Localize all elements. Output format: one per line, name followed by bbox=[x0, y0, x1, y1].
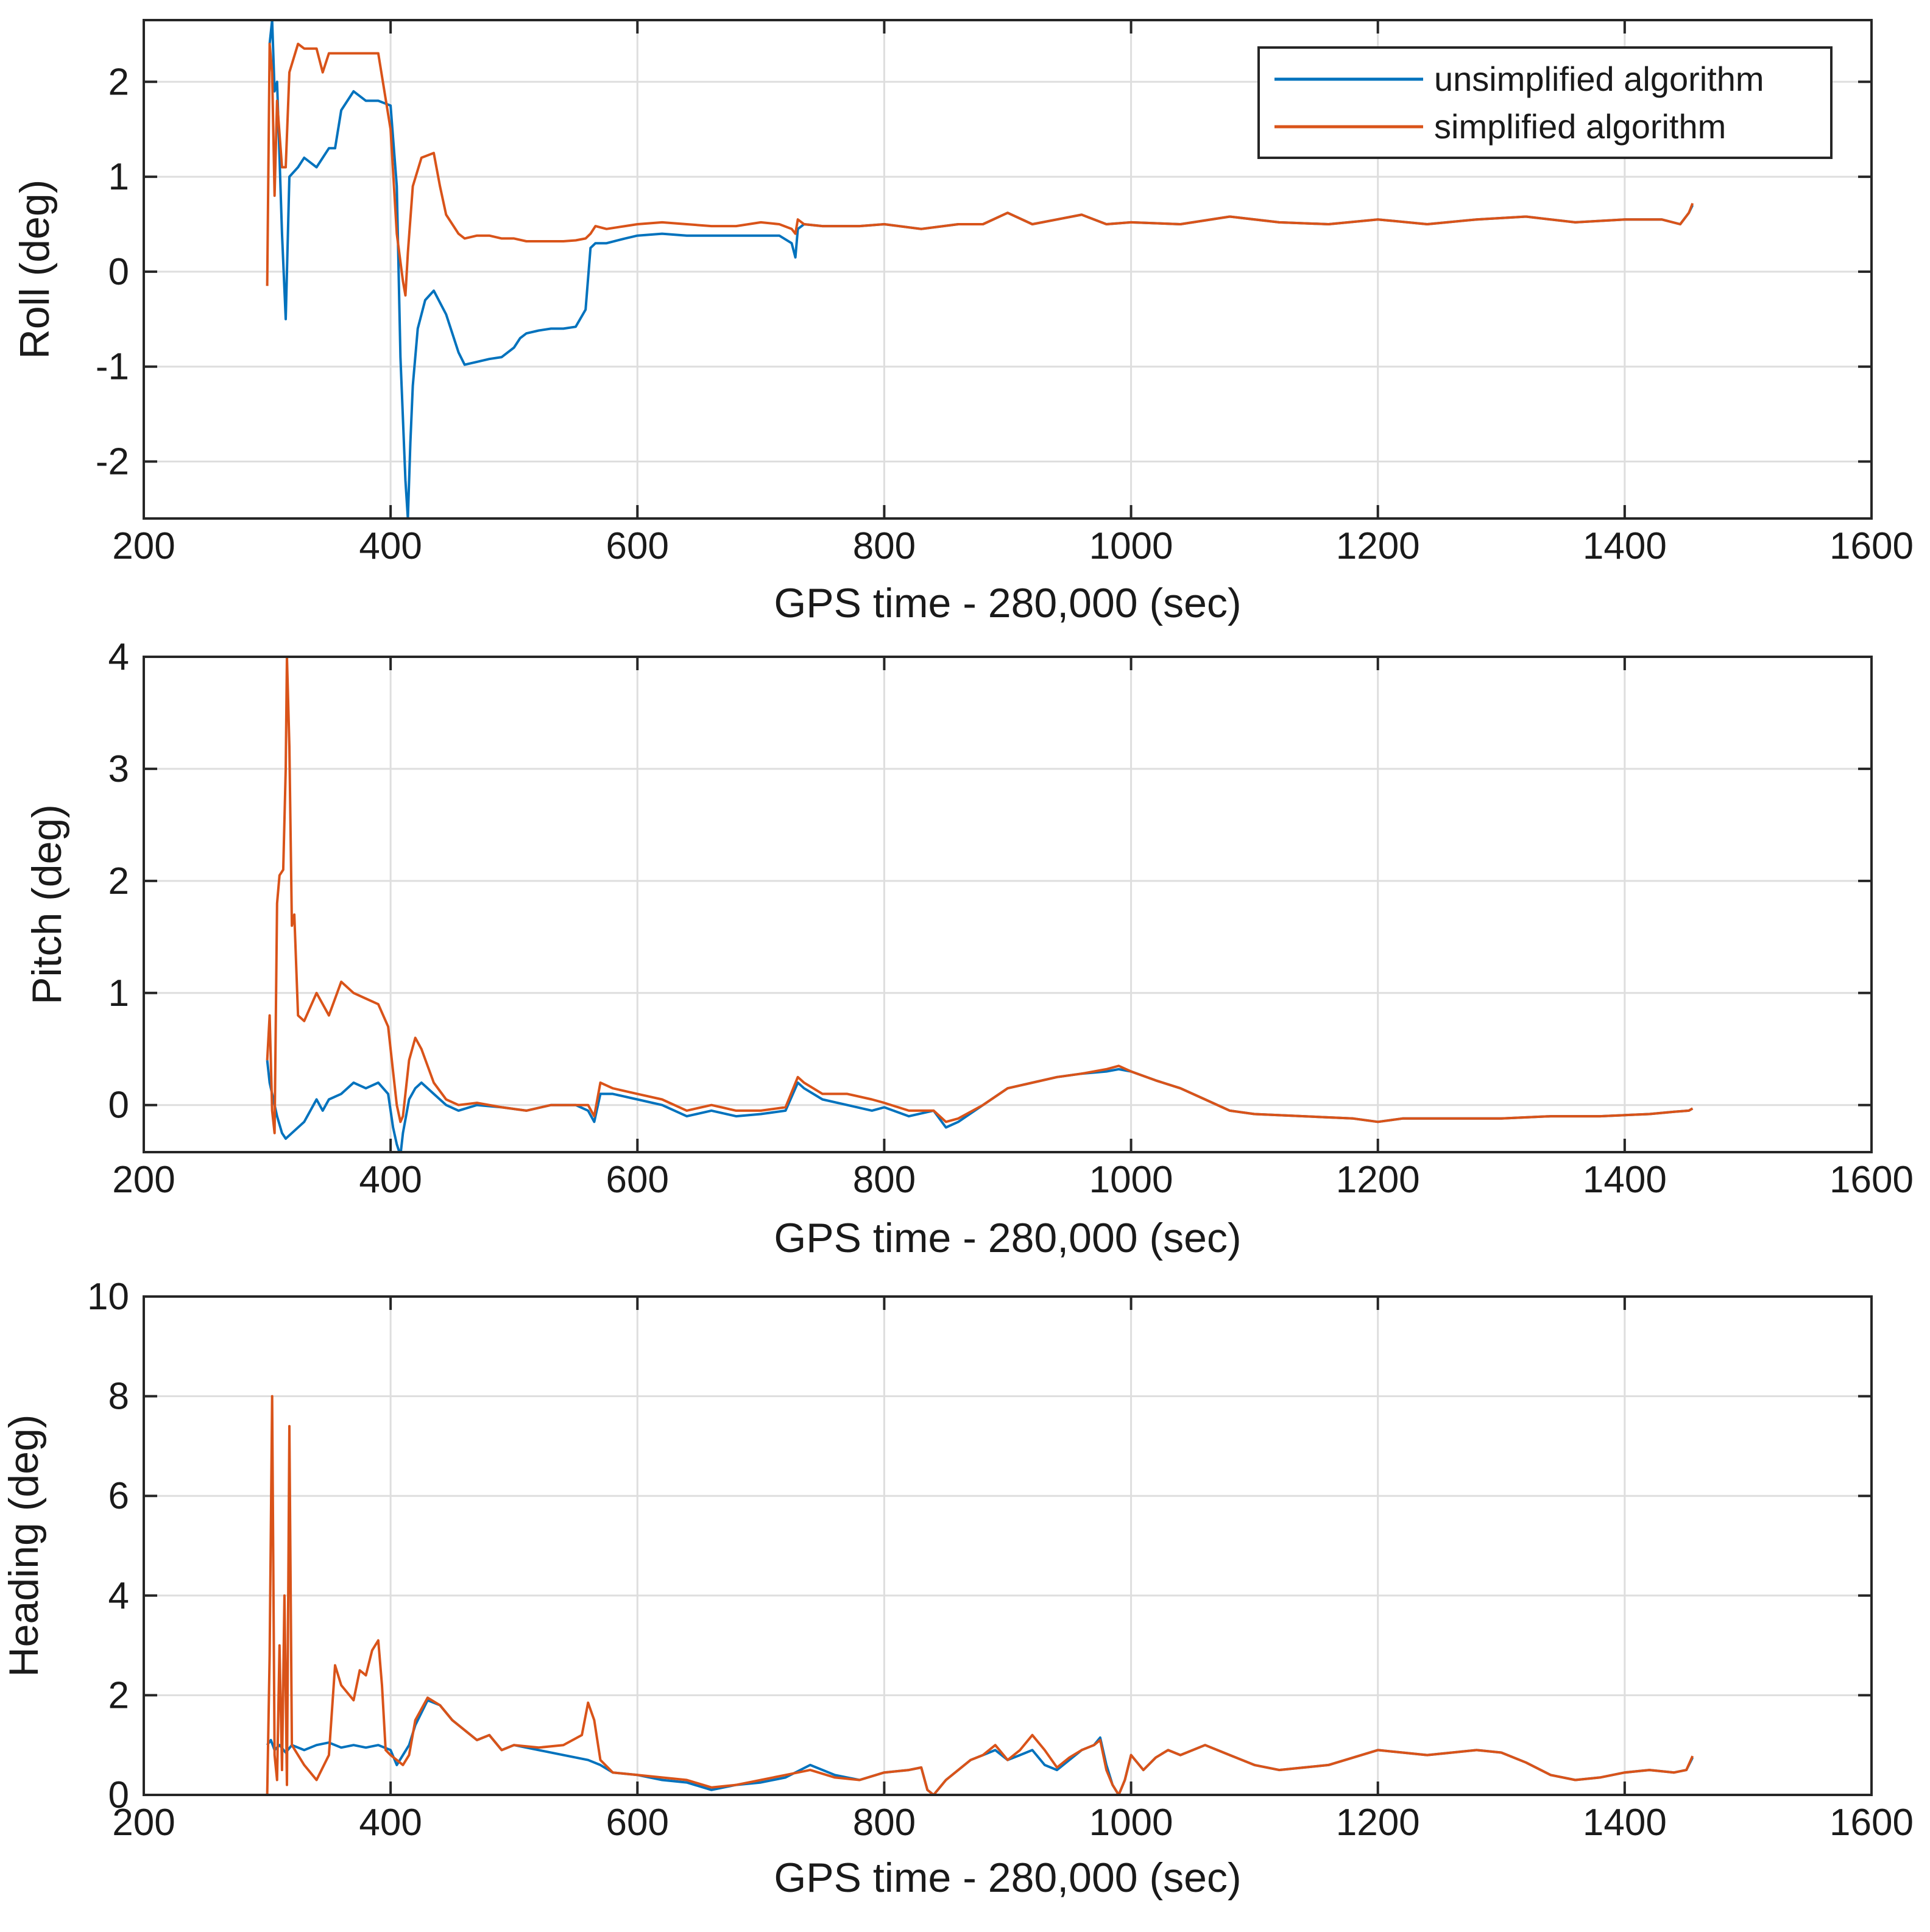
y-tick-label: 2 bbox=[108, 860, 129, 902]
y-tick-label: 3 bbox=[108, 748, 129, 790]
y-tick-label: 8 bbox=[108, 1376, 129, 1418]
x-tick-label: 1600 bbox=[1829, 1159, 1914, 1201]
x-tick-label: 1600 bbox=[1829, 1802, 1914, 1844]
x-tick-label: 1000 bbox=[1089, 1802, 1173, 1844]
x-tick-label: 1400 bbox=[1583, 1159, 1667, 1201]
y-tick-label: 1 bbox=[108, 972, 129, 1014]
axes-box bbox=[143, 1295, 1873, 1796]
x-tick-label: 800 bbox=[853, 1802, 916, 1844]
y-tick-label: 4 bbox=[108, 1575, 129, 1617]
x-tick-label: 1200 bbox=[1336, 1159, 1420, 1201]
x-tick-label: 1000 bbox=[1089, 525, 1173, 567]
x-tick-label: 200 bbox=[112, 1159, 175, 1201]
legend-box bbox=[1257, 46, 1833, 159]
legend: unsimplified algorithm simplified algorit… bbox=[1257, 46, 1833, 159]
x-tick-label: 800 bbox=[853, 1159, 916, 1201]
axes-box bbox=[143, 656, 1873, 1153]
x-tick-label: 1400 bbox=[1583, 1802, 1667, 1844]
x-tick-label: 1400 bbox=[1583, 525, 1667, 567]
y-tick-label: 4 bbox=[108, 636, 129, 678]
y-tick-label: 10 bbox=[87, 1276, 129, 1318]
y-tick-label: 0 bbox=[108, 1774, 129, 1816]
x-tick-label: 200 bbox=[112, 1802, 175, 1844]
x-tick-label: 1600 bbox=[1829, 525, 1914, 567]
x-tick-label: 800 bbox=[853, 525, 916, 567]
pitch-panel: 200 400 600 800 1000 1200 1400 1600 0 1 2 3 4 GPS tim… bbox=[24, 636, 1914, 1261]
y-tick-label: 2 bbox=[108, 61, 129, 103]
x-axis-label: GPS time - 280,000 (sec) bbox=[774, 580, 1241, 626]
x-tick-label: 1200 bbox=[1336, 1802, 1420, 1844]
y-tick-label: 1 bbox=[108, 156, 129, 198]
x-tick-label: 600 bbox=[606, 1802, 669, 1844]
x-tick-label: 400 bbox=[359, 1802, 422, 1844]
x-tick-label: 1200 bbox=[1336, 525, 1420, 567]
x-tick-label: 400 bbox=[359, 1159, 422, 1201]
y-axis-label: Heading (deg) bbox=[1, 1415, 47, 1677]
simplified-algorithm-line bbox=[266, 43, 1694, 297]
x-axis-label: GPS time - 280,000 (sec) bbox=[774, 1855, 1241, 1901]
x-tick-label: 200 bbox=[112, 525, 175, 567]
y-tick-label: 0 bbox=[108, 1085, 129, 1127]
heading-panel: 200 400 600 800 1000 1200 1400 1600 0 2 4 6 8 10 GPS t… bbox=[1, 1276, 1914, 1901]
legend-label-unsimplified-algorithm: unsimplified algorithm bbox=[1434, 60, 1764, 98]
y-axis-label: Pitch (deg) bbox=[24, 804, 70, 1005]
y-tick-label: -2 bbox=[96, 441, 129, 483]
legend-label-simplified-algorithm: simplified algorithm bbox=[1434, 107, 1726, 146]
x-tick-label: 600 bbox=[606, 525, 669, 567]
y-tick-label: 2 bbox=[108, 1674, 129, 1716]
y-tick-label: -1 bbox=[96, 346, 129, 388]
x-tick-label: 400 bbox=[359, 525, 422, 567]
y-tick-label: 6 bbox=[108, 1475, 129, 1517]
simplified-algorithm-line bbox=[266, 1395, 1694, 1795]
simplified-algorithm-line bbox=[266, 657, 1694, 1134]
y-tick-label: 0 bbox=[108, 251, 129, 293]
y-axis-label: Roll (deg) bbox=[12, 180, 58, 359]
x-axis-label: GPS time - 280,000 (sec) bbox=[774, 1215, 1241, 1261]
roll-panel: 200 400 600 800 1000 1200 1400 1600 -2 -1 0 1 2 GPS t… bbox=[12, 19, 1914, 626]
axes-box bbox=[143, 19, 1873, 520]
x-tick-label: 1000 bbox=[1089, 1159, 1173, 1201]
x-tick-label: 600 bbox=[606, 1159, 669, 1201]
